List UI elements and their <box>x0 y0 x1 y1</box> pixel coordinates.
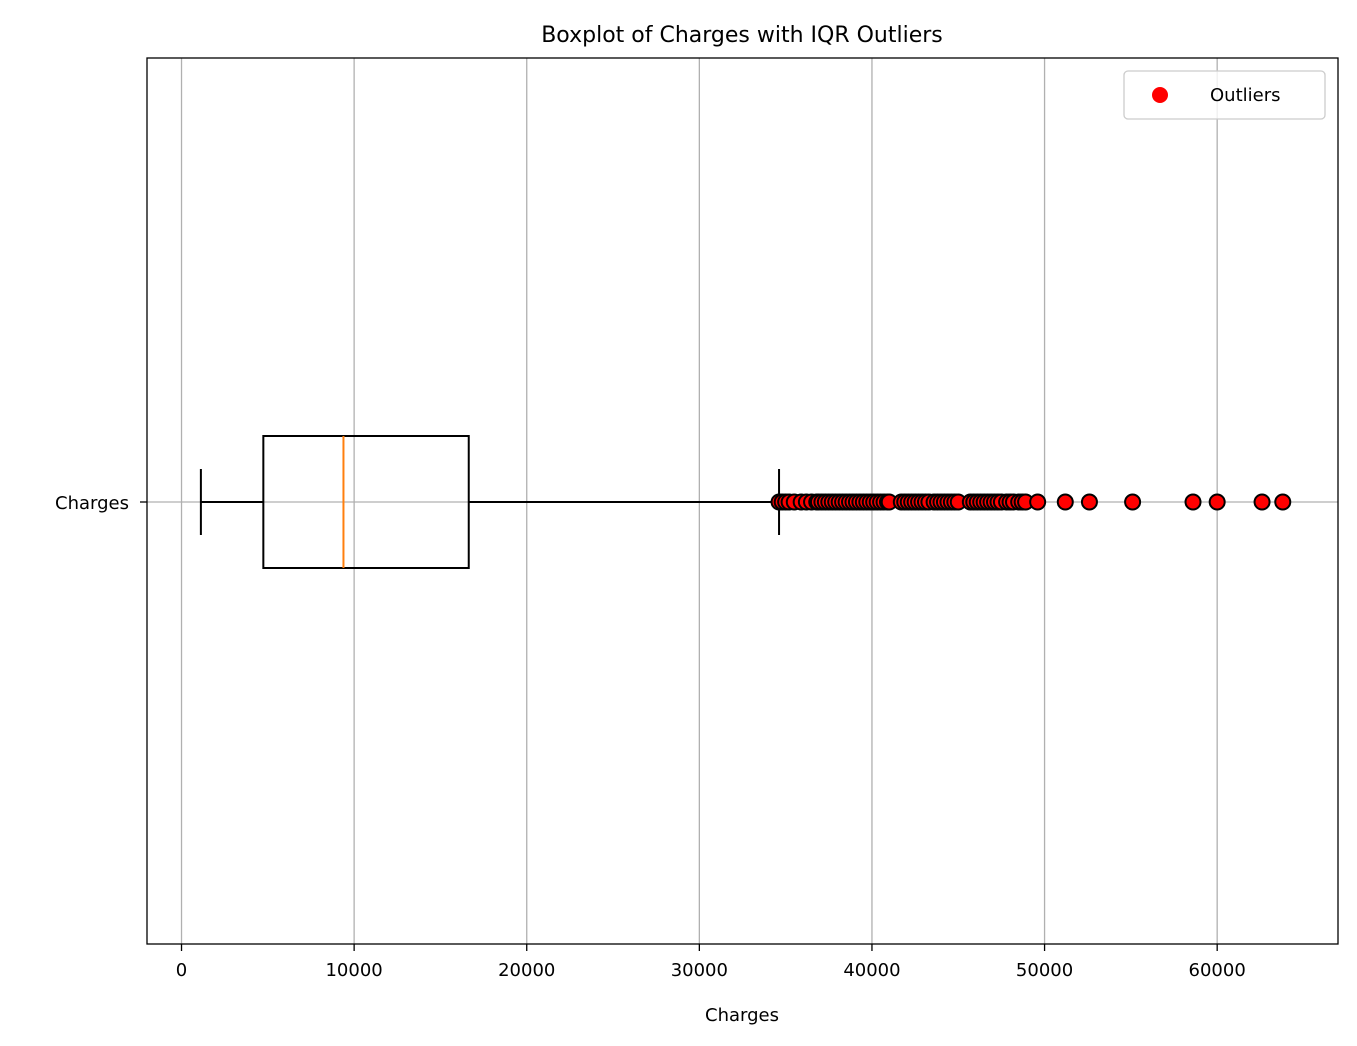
legend-marker-outliers <box>1152 87 1168 103</box>
outlier-point-66 <box>1080 493 1098 511</box>
outlier-point-68 <box>1184 493 1202 511</box>
x-axis-label: Charges <box>705 1005 779 1026</box>
x-tick-label-0: 0 <box>176 960 187 981</box>
y-tick-label-charges: Charges <box>55 493 129 514</box>
outlier-point-64 <box>1029 493 1047 511</box>
x-tick-label-3: 30000 <box>671 960 728 981</box>
legend-frame <box>1123 70 1326 120</box>
x-tick-label-1: 10000 <box>325 960 382 981</box>
iqr-box <box>262 435 470 569</box>
outlier-point-71 <box>1274 493 1292 511</box>
x-axis-ticks: 0 10000 20000 30000 40000 50000 60000 <box>176 944 1246 981</box>
outlier-point-70 <box>1253 493 1271 511</box>
x-tick-label-2: 20000 <box>498 960 555 981</box>
x-tick-label-6: 60000 <box>1189 960 1246 981</box>
chart-title: Boxplot of Charges with IQR Outliers <box>541 23 943 48</box>
box-plot <box>199 435 781 569</box>
outlier-point-67 <box>1124 493 1142 511</box>
outlier-point-65 <box>1056 493 1074 511</box>
outlier-point-69 <box>1208 493 1226 511</box>
x-tick-label-5: 50000 <box>1016 960 1073 981</box>
x-tick-label-4: 40000 <box>843 960 900 981</box>
y-axis-ticks: Charges <box>55 493 147 514</box>
outlier-points <box>770 493 1292 511</box>
plot-frame <box>146 57 1339 945</box>
legend-label-outliers: Outliers <box>1210 85 1281 106</box>
legend: Outliers <box>1123 70 1326 120</box>
